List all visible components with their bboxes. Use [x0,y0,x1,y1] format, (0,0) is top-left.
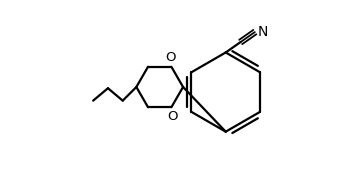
Text: N: N [257,25,268,39]
Text: O: O [167,110,178,123]
Text: O: O [165,51,176,64]
